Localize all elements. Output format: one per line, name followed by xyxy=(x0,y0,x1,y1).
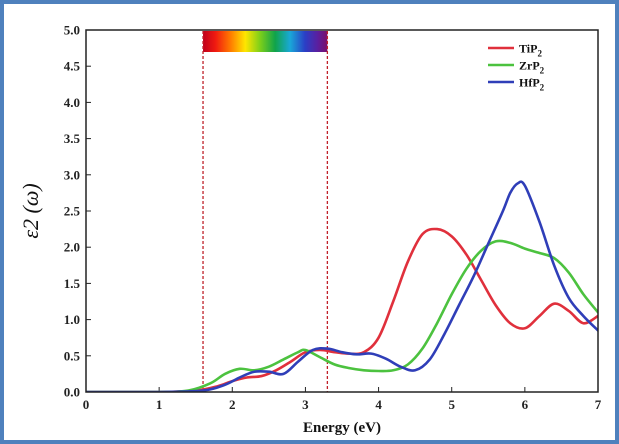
series-line-hfp2 xyxy=(86,180,598,392)
x-tick-label: 6 xyxy=(522,397,529,412)
axis-ticks xyxy=(85,29,599,393)
x-tick-label: 3 xyxy=(302,397,309,412)
data-series xyxy=(86,180,598,392)
y-tick-label: 3.0 xyxy=(64,167,80,182)
x-axis-label: Energy (eV) xyxy=(303,420,381,436)
x-tick-label: 7 xyxy=(595,397,602,412)
legend-label: HfP2 xyxy=(519,76,545,93)
legend-label-subscript: 2 xyxy=(540,66,545,76)
legend-label: ZrP2 xyxy=(519,59,545,76)
tick-labels: 0 1 2 3 4 5 6 7 0.0 0.5 1.0 1.5 2.0 2.5 3.0 3.5 4.0 4.5 5.… xyxy=(64,23,602,413)
series-line-zrp2 xyxy=(86,239,598,392)
x-tick-label: 4 xyxy=(375,397,382,412)
legend-label-name: ZrP xyxy=(519,59,540,73)
legend-label-subscript: 2 xyxy=(537,49,542,59)
plot-area-border xyxy=(85,29,599,393)
x-tick-label: 2 xyxy=(229,397,236,412)
y-tick-label: 4.0 xyxy=(64,95,80,110)
legend-label: TiP2 xyxy=(519,42,542,59)
x-tick-label: 1 xyxy=(156,397,163,412)
y-tick-label: 0.5 xyxy=(64,348,81,363)
y-tick-label: 3.5 xyxy=(64,131,81,146)
y-tick-label: 1.0 xyxy=(64,312,80,327)
visible-spectrum-bar xyxy=(203,31,328,52)
x-tick-label: 5 xyxy=(448,397,455,412)
y-tick-label: 1.5 xyxy=(64,276,81,291)
y-tick-label: 0.0 xyxy=(64,385,80,400)
y-tick-label: 2.0 xyxy=(64,240,80,255)
legend-label-name: HfP xyxy=(519,76,540,90)
visible-light-region xyxy=(202,31,329,392)
y-axis-label: ε2 (ω) xyxy=(18,183,43,238)
x-tick-label: 0 xyxy=(83,397,90,412)
legend-label-subscript: 2 xyxy=(540,83,545,93)
y-tick-label: 2.5 xyxy=(64,204,81,219)
chart: 0 1 2 3 4 5 6 7 0.0 0.5 1.0 1.5 2.0 2.5 3.0 3.5 4.0 4.5 5.… xyxy=(18,23,602,437)
y-tick-label: 5.0 xyxy=(64,23,80,38)
legend-label-name: TiP xyxy=(519,42,537,56)
series-line-tip2 xyxy=(86,227,598,392)
y-tick-label: 4.5 xyxy=(64,59,81,74)
